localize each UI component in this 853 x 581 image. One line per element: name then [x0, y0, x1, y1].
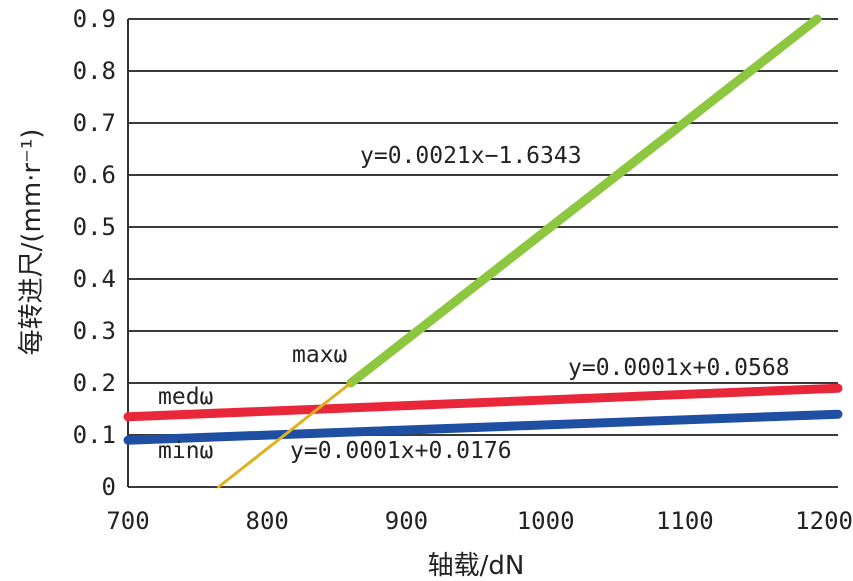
- y-tick-label-6: 0.6: [73, 161, 116, 189]
- y-tick-label-9: 0.9: [73, 5, 116, 33]
- med-equation: y=0.0001x+0.0568: [568, 355, 790, 381]
- y-axis-label: 每转进尺/(mm·r⁻¹): [17, 129, 47, 356]
- series-line-3: [216, 381, 353, 489]
- x-tick-label-5: 1200: [795, 507, 853, 535]
- y-tick-label-3: 0.3: [73, 317, 116, 345]
- y-tick-label-2: 0.2: [73, 369, 116, 397]
- max-series-label: maxω: [292, 342, 348, 368]
- x-tick-label-1: 800: [246, 507, 289, 535]
- x-tick-label-3: 1000: [517, 507, 575, 535]
- series-line-0: [346, 14, 822, 388]
- series-line-2: [123, 409, 843, 445]
- max-equation: y=0.0021x−1.6343: [360, 143, 582, 169]
- min-series-label: minω: [158, 438, 214, 464]
- y-tick-label-5: 0.5: [73, 213, 116, 241]
- series-line-1: [123, 383, 843, 422]
- min-equation: y=0.0001x+0.0176: [290, 438, 512, 464]
- x-tick-labels: 700 800 900 1000 1100 1200: [106, 507, 853, 535]
- y-tick-label-1: 0.1: [73, 421, 116, 449]
- med-series-label: medω: [158, 384, 214, 410]
- x-axis-label: 轴载/dN: [428, 551, 525, 581]
- x-tick-label-0: 700: [106, 507, 149, 535]
- y-tick-label-0: 0: [102, 473, 116, 501]
- y-tick-label-4: 0.4: [73, 265, 116, 293]
- x-tick-label-4: 1100: [656, 507, 714, 535]
- series-group: [123, 14, 843, 489]
- y-tick-label-7: 0.7: [73, 109, 116, 137]
- x-tick-label-2: 900: [385, 507, 428, 535]
- y-tick-labels: 0 0.1 0.2 0.3 0.4 0.5 0.6 0.7 0.8 0.9: [73, 5, 116, 501]
- y-tick-label-8: 0.8: [73, 57, 116, 85]
